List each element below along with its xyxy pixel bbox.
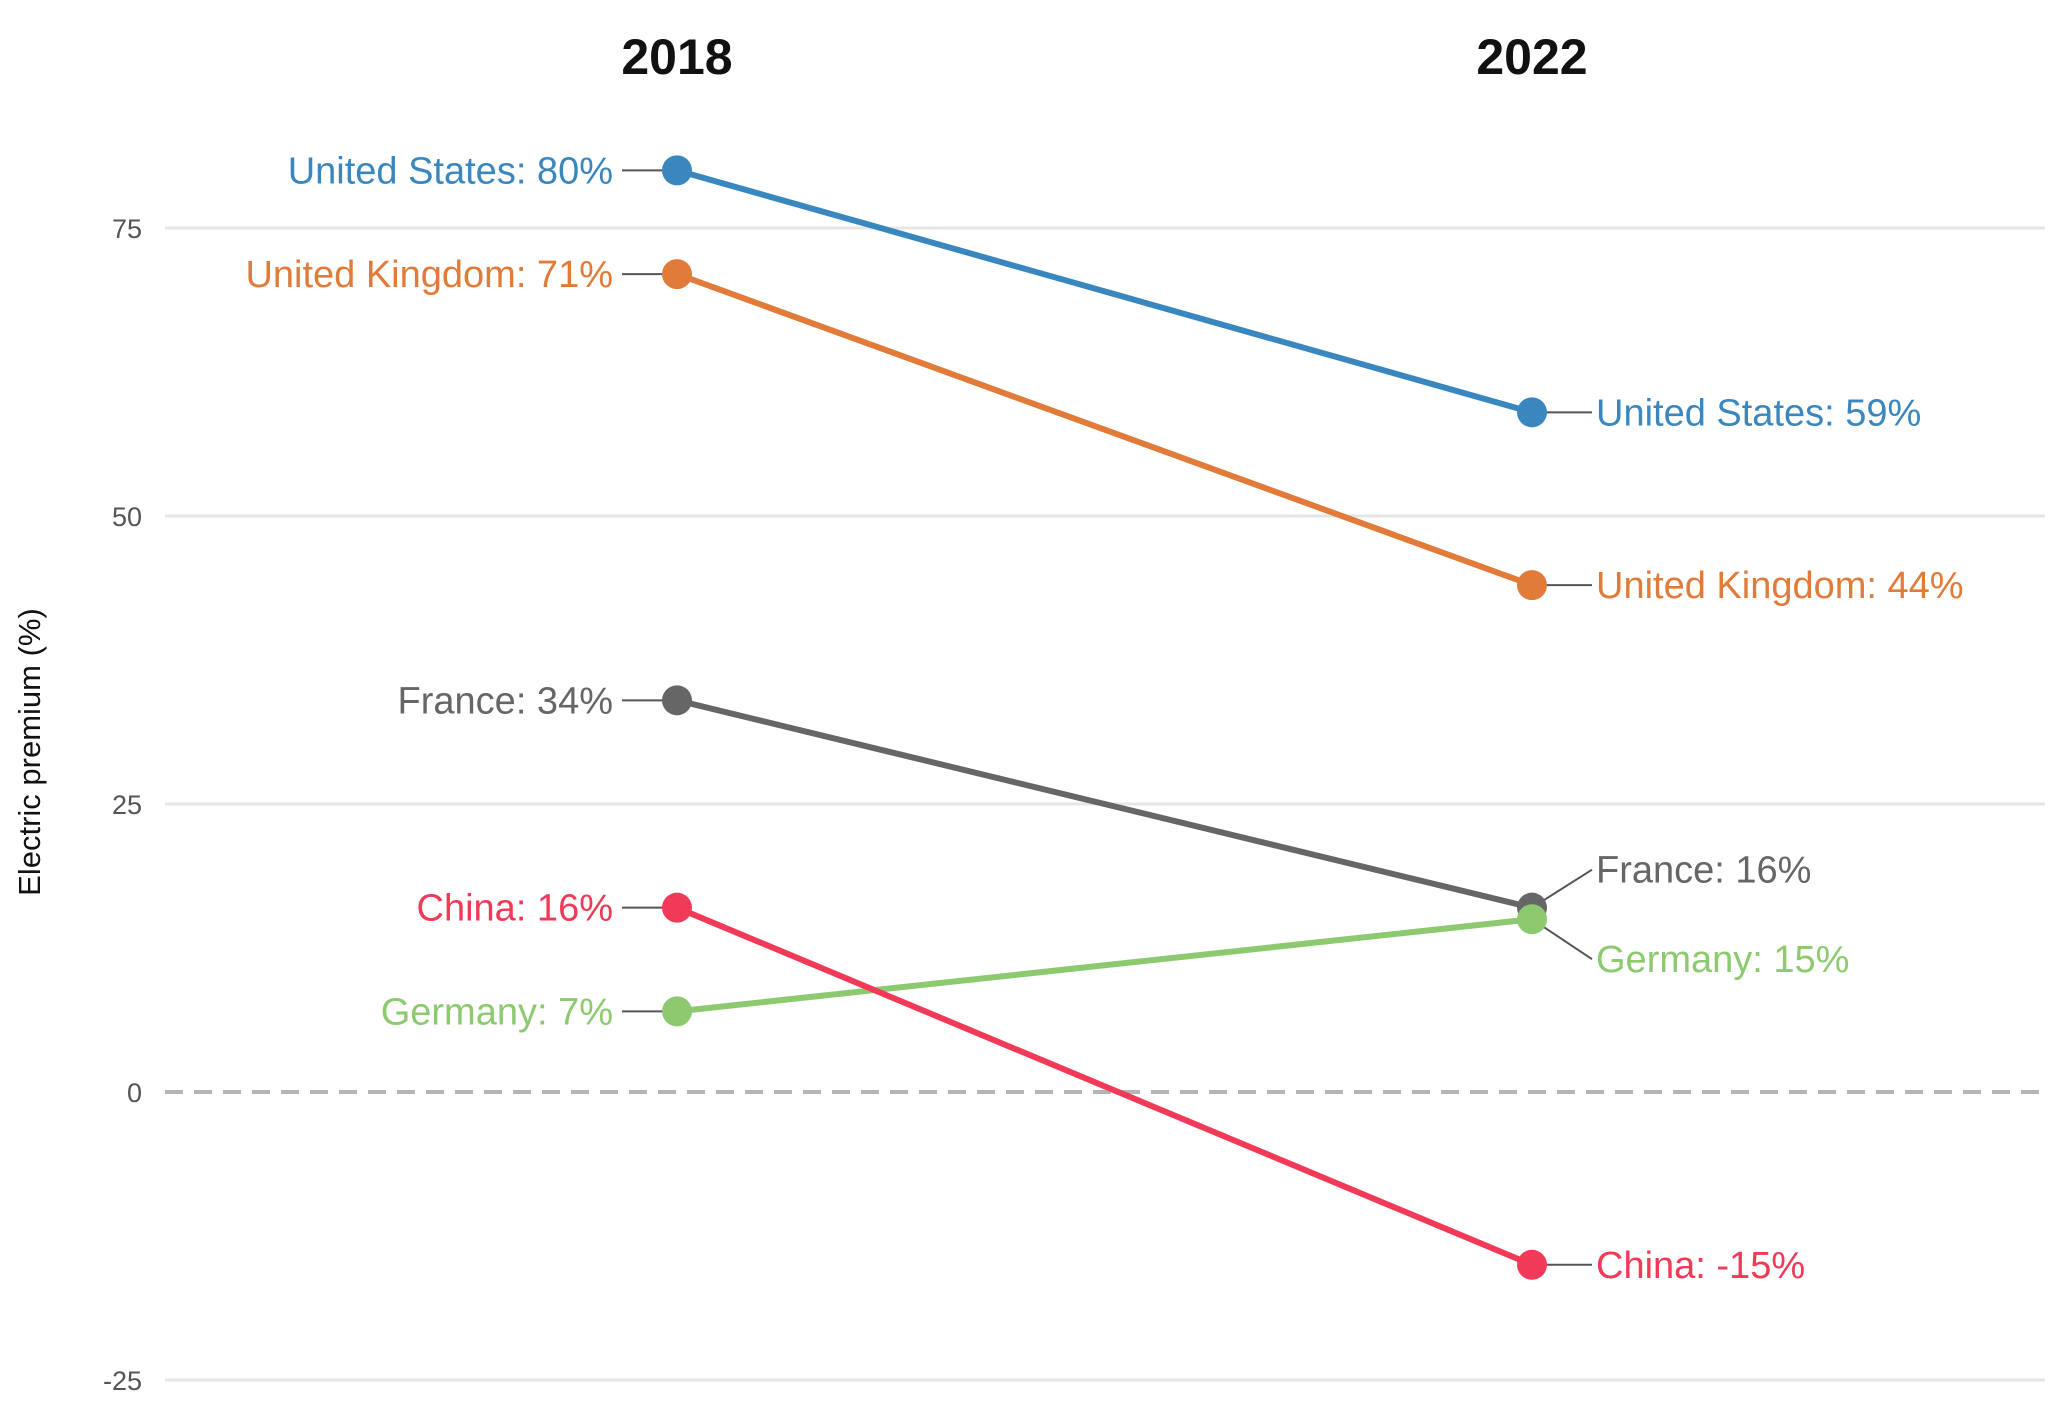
column-header-2022: 2022 [1476, 29, 1587, 85]
data-label-germany-2022: Germany: 15% [1596, 939, 1849, 981]
series-line-china [674, 904, 1535, 1268]
point-china-2018 [662, 892, 692, 923]
y-axis-ticks: 75 50 25 0 -25 [103, 214, 142, 1396]
y-tick-label: -25 [103, 1366, 142, 1396]
y-tick-label: 50 [112, 502, 142, 532]
point-labels: United States: 80% United States: 59% Unit… [245, 150, 1963, 1286]
y-tick-label: 25 [112, 790, 142, 820]
point-france-2018 [662, 685, 692, 716]
point-china-2022 [1517, 1249, 1547, 1280]
column-headers: 2018 2022 [621, 29, 1587, 85]
series-lines [674, 167, 1535, 1268]
point-united-kingdom-2018 [662, 259, 692, 290]
data-label-united-kingdom-2018: United Kingdom: 71% [245, 254, 613, 296]
y-axis-title: Electric premium (%) [12, 608, 47, 896]
data-label-united-states-2022: United States: 59% [1596, 392, 1921, 434]
data-label-united-kingdom-2022: United Kingdom: 44% [1596, 565, 1964, 607]
series-points [662, 155, 1547, 1280]
series-line-germany [674, 916, 1535, 1015]
data-label-germany-2018: Germany: 7% [381, 991, 613, 1033]
series-line-united-states [674, 167, 1535, 416]
data-label-china-2018: China: 16% [417, 888, 613, 930]
point-germany-2018 [662, 996, 692, 1027]
data-label-france-2022: France: 16% [1596, 850, 1811, 892]
data-label-france-2018: France: 34% [398, 680, 613, 722]
label-connectors [622, 169, 1593, 1266]
series-line-united-kingdom [674, 271, 1535, 589]
series-line-france [674, 697, 1535, 911]
y-tick-label: 75 [112, 214, 142, 244]
y-tick-label: 0 [127, 1078, 142, 1108]
point-united-kingdom-2022 [1517, 570, 1547, 601]
point-germany-2022 [1517, 904, 1547, 935]
point-united-states-2018 [662, 155, 692, 186]
data-label-united-states-2018: United States: 80% [288, 150, 613, 192]
data-label-china-2022: China: -15% [1596, 1245, 1805, 1287]
point-united-states-2022 [1517, 397, 1547, 428]
column-header-2018: 2018 [621, 29, 732, 85]
